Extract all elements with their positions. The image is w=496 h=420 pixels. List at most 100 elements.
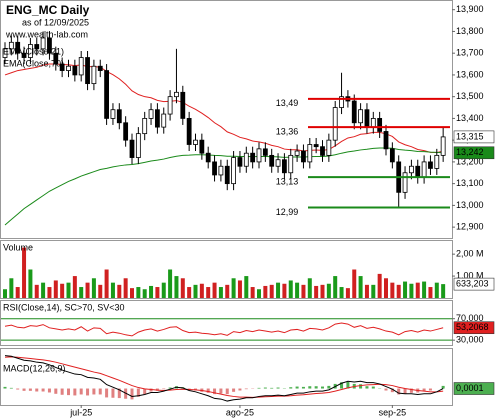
histogram-bar (28, 388, 32, 391)
volume-bar (161, 282, 166, 298)
y-tick-label: 13,800 (456, 26, 484, 36)
volume-bar (85, 282, 90, 298)
subtitle: as of 12/09/2025 (22, 17, 89, 27)
candle-body (167, 96, 173, 115)
histogram-bar (213, 388, 217, 395)
candle-body (116, 109, 122, 124)
histogram-bar (86, 388, 90, 396)
chart-title: ENG_MC Daily (6, 3, 90, 17)
y-tick-label: 13,500 (456, 91, 484, 101)
candle-body (218, 165, 224, 176)
volume-bar (41, 282, 46, 298)
candle-body (85, 57, 90, 85)
candle-body (135, 133, 141, 158)
level-label: 13,49 (276, 98, 299, 108)
candle-body (243, 152, 249, 167)
volume-bar (218, 287, 223, 298)
histogram-bar (143, 388, 147, 395)
histogram-bar (219, 388, 223, 394)
histogram-bar (340, 382, 344, 389)
volume-bar (237, 280, 242, 298)
candle-body (129, 139, 135, 158)
candle-body (15, 41, 21, 54)
volume-bar (244, 276, 249, 298)
candle-body (34, 44, 40, 50)
y-tick-label: 13,900 (456, 4, 484, 14)
volume-bar (155, 287, 160, 298)
volume-bar (339, 287, 344, 298)
candle-body (428, 161, 433, 169)
volume-bar (403, 281, 408, 298)
histogram-bar (390, 388, 394, 393)
legend-entry: EMA(Close,70) (3, 58, 64, 68)
histogram-bar (16, 388, 20, 390)
value-box (453, 277, 495, 291)
candle-body (180, 91, 186, 119)
histogram-bar (9, 387, 13, 389)
volume-bar (320, 284, 325, 298)
price-panel (0, 0, 453, 239)
candle-body (307, 144, 313, 163)
volume-bar (231, 278, 236, 298)
volume-bar (34, 284, 39, 298)
y-tick-label: 13,000 (456, 200, 484, 210)
candle-body (275, 159, 281, 167)
volume-bar (22, 247, 27, 298)
volume-bar (206, 287, 211, 298)
candle-body (389, 148, 395, 163)
histogram-bar (441, 385, 445, 389)
candle-body (142, 118, 148, 135)
candle-body (440, 136, 446, 156)
histogram-bar (111, 388, 115, 398)
candle-body (421, 161, 427, 178)
candle-body (154, 109, 160, 128)
volume-bar (263, 285, 268, 298)
panel-title: RSI(Close,14), SC>70, SV<30 (3, 302, 125, 312)
histogram-bar (117, 388, 121, 399)
volume-bar (345, 288, 350, 298)
volume-bar (136, 287, 141, 298)
value-box (453, 321, 495, 335)
volume-bar (415, 282, 420, 298)
y-tick-label: 13,200 (456, 156, 484, 166)
volume-bar (66, 282, 71, 298)
histogram-bar (301, 386, 305, 389)
value-box (453, 382, 495, 395)
histogram-bar (162, 388, 166, 390)
histogram-bar (409, 388, 413, 393)
histogram-bar (47, 388, 51, 393)
candle-body (237, 157, 243, 167)
volume-bar (409, 283, 414, 298)
candle-body (262, 148, 268, 156)
volume-bar (130, 288, 134, 298)
histogram-bar (92, 388, 96, 395)
volume-bar (333, 276, 338, 298)
volume-bar (364, 284, 369, 298)
candle-body (47, 37, 52, 54)
value-label: 53,2068 (456, 322, 489, 332)
candle-body (313, 144, 319, 148)
value-label: 13,242 (456, 147, 484, 157)
y-tick-label: 13,600 (456, 69, 484, 79)
histogram-bar (67, 388, 70, 396)
y-tick-label: 2,00 M (456, 249, 484, 259)
x-tick-label: jul-25 (69, 407, 92, 417)
candle-body (193, 139, 198, 145)
volume-bar (104, 269, 109, 298)
histogram-bar (384, 388, 388, 391)
level-label: 13,13 (276, 176, 299, 186)
histogram-bar (238, 388, 242, 391)
candle-body (383, 131, 389, 150)
histogram-bar (371, 386, 375, 389)
line (4, 63, 444, 154)
candle-body (66, 65, 71, 71)
value-label: 633,203 (456, 278, 489, 288)
volume-bar (187, 287, 192, 298)
volume-bar (434, 282, 439, 298)
level-label: 13,36 (276, 126, 299, 136)
histogram-bar (428, 388, 432, 391)
candle-body (205, 152, 211, 163)
legend-entry: EMA(Close,21) (3, 46, 64, 56)
volume-bar (174, 276, 179, 298)
y-tick-label: 13,400 (456, 113, 484, 123)
